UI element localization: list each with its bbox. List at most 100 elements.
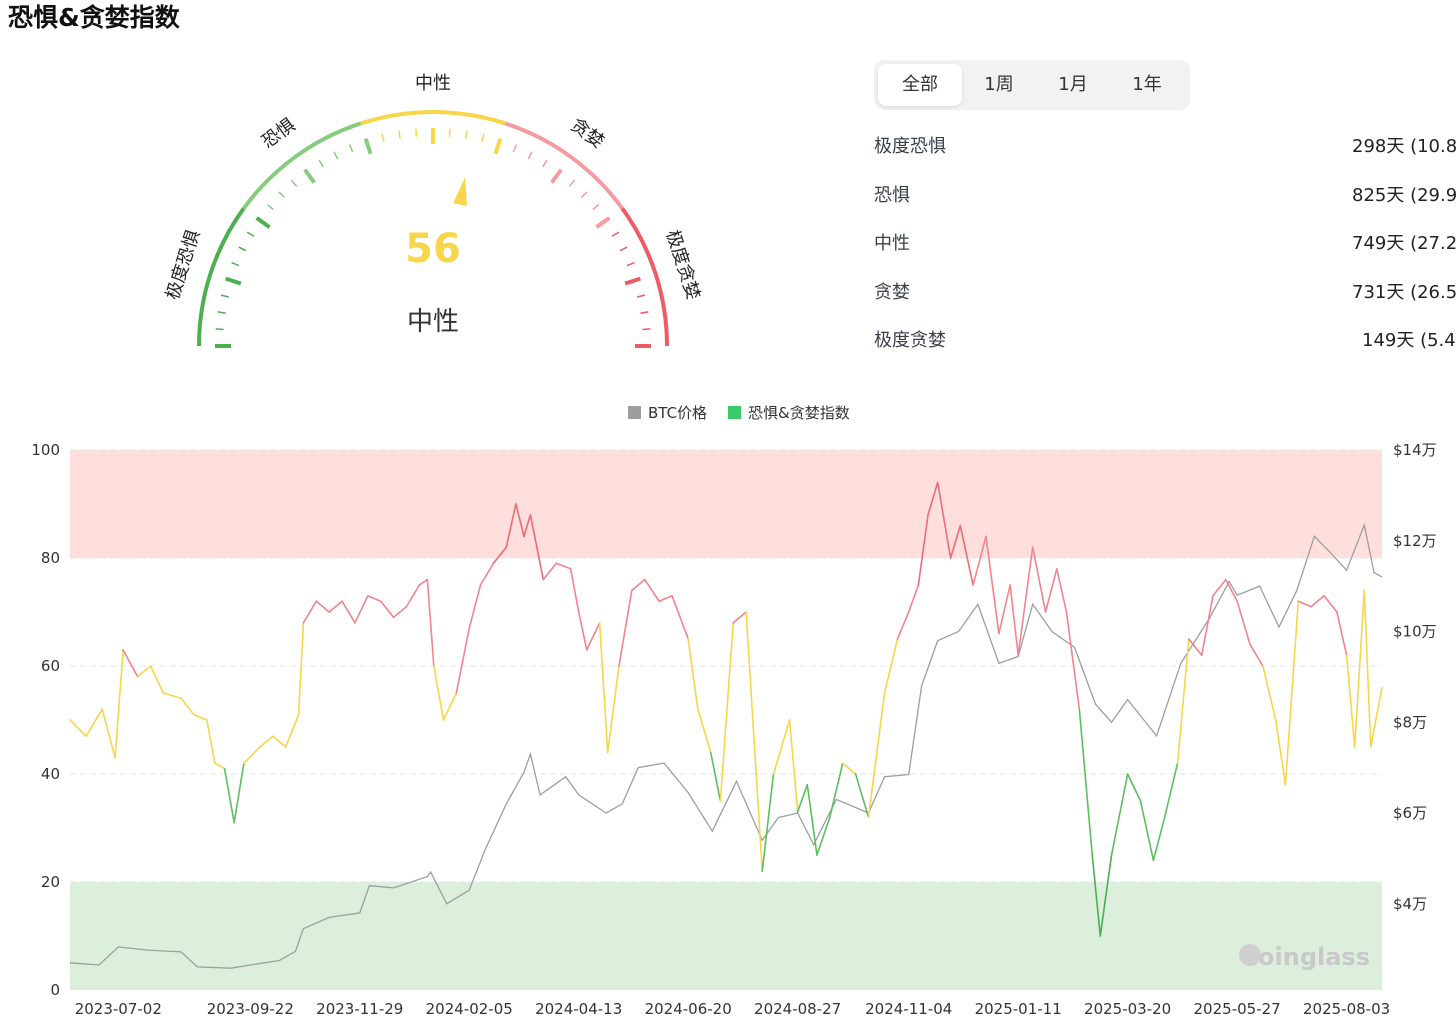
fear-greed-segment: [85, 708, 103, 738]
y-right-tick-label: $14万: [1393, 441, 1437, 459]
legend-swatch[interactable]: [628, 406, 641, 419]
fear-greed-segment: [796, 783, 809, 813]
fear-greed-segment: [1110, 773, 1129, 856]
fear-greed-segment: [529, 514, 545, 581]
gauge-state-label: 中性: [407, 307, 459, 337]
fear-greed-segment: [1078, 708, 1094, 856]
stat-label: 极度贪婪: [874, 330, 946, 351]
x-tick-label: 2025-01-11: [975, 1000, 1062, 1018]
gauge-tick: [493, 138, 503, 155]
gauge-tick: [481, 133, 485, 142]
gauge-tick: [542, 159, 548, 168]
fear-greed-segment: [1139, 800, 1155, 862]
gauge-tick: [611, 231, 620, 237]
fear-greed-segment: [1200, 595, 1214, 657]
fear-greed-segment: [479, 562, 495, 586]
fear-greed-segment: [761, 773, 775, 873]
fear-greed-segment: [1262, 665, 1277, 721]
fear-greed-segment: [1065, 611, 1081, 711]
x-tick-label: 2024-06-20: [645, 1000, 732, 1018]
gauge-tick: [527, 151, 533, 160]
stat-label: 贪婪: [874, 281, 910, 303]
fear-greed-segment: [854, 773, 870, 819]
stat-value: 149天 (5.41: [1362, 330, 1456, 351]
x-tick-label: 2023-11-29: [316, 1000, 403, 1018]
y-right-tick-label: $12万: [1393, 532, 1437, 550]
tab-all[interactable]: 全部: [878, 64, 962, 106]
fear-greed-segment: [542, 562, 557, 581]
gauge-pointer: [453, 177, 467, 206]
stat-row-neutral: 中性 749天 (27.22: [874, 225, 1456, 274]
legend-label[interactable]: BTC价格: [648, 404, 707, 422]
fear-greed-segment: [1274, 719, 1287, 786]
fear-greed-segment: [745, 611, 764, 873]
fear-greed-segment: [505, 503, 517, 548]
stat-label: 极度恐惧: [874, 136, 946, 157]
gauge-arc-segment: [197, 207, 246, 347]
fear-greed-segment: [1126, 773, 1142, 802]
y-right-tick-label: $10万: [1393, 623, 1437, 641]
fear-greed-segment: [1353, 589, 1366, 748]
fear-greed-segment: [917, 514, 929, 586]
fear-greed-segment: [732, 611, 747, 624]
page-title: 恐惧&贪婪指数: [8, 3, 180, 32]
gauge-tick: [580, 191, 588, 199]
legend-label[interactable]: 恐惧&贪婪指数: [748, 404, 850, 422]
fear-greed-segment: [1031, 546, 1047, 613]
stat-value: 749天 (27.22: [1352, 233, 1456, 254]
time-range-tabs: 全部 1周 1月 1年: [874, 60, 1190, 110]
gauge-tick: [637, 294, 646, 298]
fear-greed-segment: [643, 578, 660, 602]
fear-greed-chart: BTC价格 恐惧&贪婪指数 0 20 40 60 80 100 $4万 $6万 $8万 $10万 $12…: [31, 404, 1437, 1018]
tab-1-year[interactable]: 1年: [1132, 74, 1162, 95]
fear-greed-segment: [1336, 611, 1348, 657]
fear-greed-segment: [259, 735, 274, 748]
gauge-tick: [215, 328, 224, 331]
gauge-segment-label: 极度贪婪: [662, 227, 704, 302]
fear-greed-segment: [392, 605, 408, 619]
stat-value: 825天 (29.98: [1352, 184, 1456, 206]
fear-greed-segment: [1091, 854, 1102, 937]
gauge-tick: [238, 246, 247, 252]
fear-greed-segment: [418, 578, 429, 586]
fear-greed-segment: [243, 746, 261, 765]
fear-greed-segment: [149, 665, 165, 694]
tab-1-week[interactable]: 1周: [984, 74, 1014, 95]
x-tick-label: 2025-05-27: [1194, 1000, 1281, 1018]
gauge-tick: [512, 144, 518, 153]
fear-greed-segment: [949, 524, 962, 559]
fear-greed-segment: [1176, 638, 1190, 765]
fear-greed-segment: [772, 719, 791, 775]
legend-swatch[interactable]: [728, 406, 741, 419]
gauge-tick: [255, 216, 271, 229]
gauge-tick: [246, 231, 255, 237]
fear-greed-segment: [1212, 578, 1227, 597]
fear-greed-segment: [1044, 568, 1058, 613]
fear-greed-segment: [315, 600, 330, 613]
gauge-segment-label: 贪婪: [567, 115, 608, 153]
gauge-tick: [640, 311, 649, 314]
tab-1-month[interactable]: 1月: [1058, 74, 1088, 95]
fear-greed-segment: [1297, 600, 1312, 608]
gauge-tick: [225, 276, 242, 286]
gauge-tick: [415, 128, 418, 137]
fear-greed-segment: [569, 568, 580, 613]
x-tick-label: 2024-11-04: [865, 1000, 952, 1018]
gauge-arc-segment: [504, 121, 624, 210]
y-left-tick-label: 20: [41, 873, 60, 891]
gauge-tick: [448, 128, 451, 137]
y-left-tick-label: 60: [41, 657, 60, 675]
fear-greed-segment: [585, 622, 601, 651]
fear-greed-segment: [433, 665, 445, 721]
fear-greed-segment: [1345, 654, 1356, 748]
fear-greed-segment: [719, 622, 735, 802]
fear-greed-segment: [788, 719, 799, 813]
fear-greed-segment: [555, 562, 572, 570]
stat-row-greed: 贪婪 731天 (26.56: [874, 274, 1456, 323]
fear-greed-segment: [936, 481, 952, 559]
fear-greed-segment: [883, 638, 899, 694]
fear-greed-segment: [515, 503, 525, 538]
watermark-text: coinglass: [1244, 943, 1370, 971]
stat-label: 中性: [874, 233, 910, 254]
gauge-tick: [626, 261, 635, 267]
